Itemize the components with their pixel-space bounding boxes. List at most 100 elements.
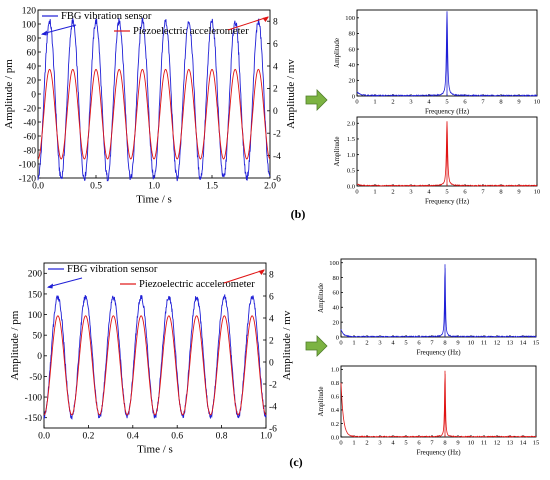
x-tick-label: 0	[339, 340, 342, 347]
piezo-axis-arrowhead	[262, 16, 269, 22]
y2-tick-label: 8	[273, 18, 278, 28]
x-tick-label: 3	[409, 189, 412, 196]
y2-tick-label: 2	[269, 336, 274, 346]
x-tick-label: 0	[339, 440, 342, 447]
x-tick-label: 9	[456, 340, 459, 347]
x-tick-label: 6	[463, 99, 467, 106]
y-tick-label: -20	[23, 104, 36, 114]
y-tick-label: 0	[336, 334, 339, 341]
x-tick-label: 2	[365, 340, 368, 347]
y-tick-label: 200	[28, 270, 43, 280]
x-tick-label: 8	[499, 99, 502, 106]
x-tick-label: 5	[404, 340, 407, 347]
x-tick-label: 1	[373, 189, 376, 196]
y-tick-label: 1.0	[347, 152, 355, 159]
spectrum-line	[356, 121, 538, 187]
x-tick-label: 2	[365, 440, 368, 447]
x-tick-label: 14	[520, 340, 527, 347]
fbg-series-line	[37, 17, 271, 182]
y-tick-label: 0.6	[331, 394, 340, 401]
y-tick-label: 0	[31, 90, 36, 100]
legend-label-fbg: FBG vibration sensor	[61, 11, 152, 22]
y2-tick-label: 8	[269, 270, 274, 280]
x-tick-label: 12	[494, 440, 501, 447]
y-tick-label: 20	[349, 78, 356, 85]
y2-tick-label: -6	[273, 174, 281, 184]
y-tick-label: 150	[28, 290, 43, 300]
x-axis-label: Frequency (Hz)	[416, 349, 461, 357]
y-tick-label: 80	[333, 275, 340, 282]
y-tick-label: 40	[333, 305, 340, 312]
y2-tick-label: 6	[269, 292, 274, 302]
y-tick-label: -80	[23, 146, 36, 156]
y-tick-label: 0.0	[331, 434, 339, 441]
x-axis-label: Frequency (Hz)	[425, 108, 470, 116]
x-tick-label: 5	[445, 189, 448, 196]
y-tick-label: 1.5	[347, 136, 355, 143]
y-tick-label: 80	[27, 34, 37, 44]
y-tick-label: 0.5	[347, 168, 355, 175]
piezo-series-line	[37, 68, 271, 160]
y-tick-label: 100	[28, 311, 43, 321]
legend-label-piezo: Piezoelectric accelerometer	[139, 279, 255, 290]
x-tick-label: 10	[534, 189, 541, 196]
y-axis-label: Amplitude	[333, 38, 341, 68]
x-tick-label: 0.0	[32, 182, 44, 192]
x-tick-label: 7	[481, 99, 485, 106]
y-axis-label: Amplitude	[317, 283, 325, 313]
x-tick-label: 15	[533, 340, 540, 347]
x-tick-label: 3	[378, 440, 381, 447]
y-axis-label: Amplitude	[333, 137, 341, 167]
y-tick-label: -100	[25, 393, 43, 403]
x-tick-label: 0	[355, 99, 358, 106]
y2-tick-label: -4	[273, 152, 281, 162]
x-tick-label: 6	[417, 340, 421, 347]
x-tick-label: 8	[443, 440, 446, 447]
x-tick-label: 0.4	[127, 432, 139, 442]
fbg-series-line	[43, 294, 267, 420]
y-tick-label: -40	[23, 118, 36, 128]
y2-tick-label: -6	[269, 424, 277, 434]
y2-axis-label: Amplitude / mv	[281, 310, 293, 380]
panel-label-b: (b)	[291, 207, 306, 221]
spectrum-line	[340, 370, 537, 438]
x-tick-label: 10	[534, 99, 541, 106]
legend-label-fbg: FBG vibration sensor	[67, 264, 158, 275]
x-tick-label: 9	[456, 440, 459, 447]
fbg-axis-arrowhead	[41, 30, 47, 36]
y-tick-label: 0.8	[331, 380, 339, 387]
x-tick-label: 14	[520, 440, 527, 447]
y-tick-label: 20	[27, 76, 37, 86]
x-axis-label: Time / s	[137, 444, 173, 456]
y2-tick-label: 4	[273, 62, 278, 72]
piezo-axis-arrowhead	[258, 269, 265, 275]
x-tick-label: 5	[404, 440, 407, 447]
y2-tick-label: 0	[273, 107, 278, 117]
y-tick-label: 0.4	[331, 407, 340, 414]
y-tick-label: 80	[349, 31, 356, 38]
plot-frame	[340, 365, 537, 438]
x-tick-label: 0.2	[82, 432, 94, 442]
x-tick-label: 8	[499, 189, 502, 196]
piezo-axis-arrow	[223, 269, 265, 284]
x-tick-label: 2	[391, 189, 394, 196]
y-tick-label: 20	[333, 319, 340, 326]
x-axis-label: Time / s	[136, 194, 172, 206]
x-tick-label: 0.5	[90, 182, 102, 192]
y2-tick-label: 4	[269, 314, 274, 324]
flow-arrow-c	[305, 335, 328, 357]
x-tick-label: 13	[507, 340, 514, 347]
y-tick-label: 0.0	[347, 183, 355, 190]
y-tick-label: -120	[19, 174, 37, 184]
y-tick-label: 100	[345, 15, 355, 22]
x-tick-label: 1	[373, 99, 376, 106]
x-tick-label: 4	[427, 99, 431, 106]
y2-tick-label: 0	[269, 358, 274, 368]
spectrum-line	[356, 11, 538, 97]
y-tick-label: 60	[349, 46, 356, 53]
y-tick-label: 1.0	[331, 367, 339, 374]
x-tick-label: 0	[355, 189, 358, 196]
piezo-axis-arrow	[227, 16, 269, 31]
y-tick-label: 0.2	[331, 421, 339, 428]
